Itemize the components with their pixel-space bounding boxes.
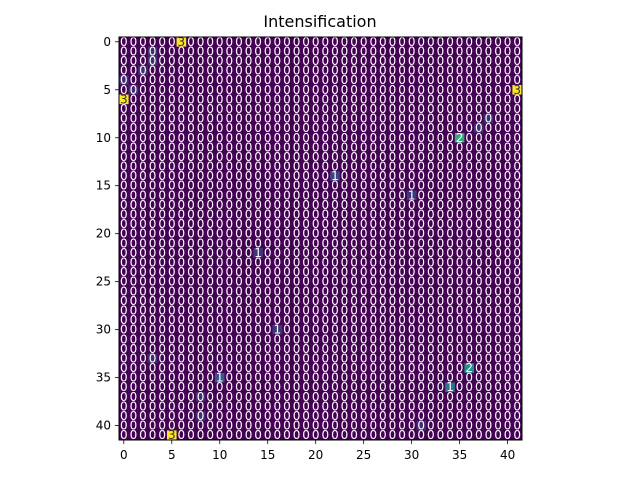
x-tick-label: 30 (404, 448, 419, 462)
x-tick-label: 35 (452, 448, 467, 462)
y-tick-label: 20 (96, 227, 111, 241)
x-tick-label: 25 (356, 448, 371, 462)
x-tick-label: 5 (168, 448, 176, 462)
y-tick-label: 25 (96, 275, 111, 289)
cell-value-labels: 0000003000000000000000000000000000000000… (120, 35, 521, 442)
x-tick-label: 15 (260, 448, 275, 462)
y-tick-label: 30 (96, 323, 111, 337)
x-tick-label: 10 (212, 448, 227, 462)
y-axis: 0 5 10 15 20 25 30 35 40 (96, 35, 119, 433)
y-tick-label: 35 (96, 371, 111, 385)
y-tick-label: 15 (96, 179, 111, 193)
y-tick-label: 40 (96, 419, 111, 433)
x-tick-label: 40 (500, 448, 515, 462)
x-tick-label: 0 (120, 448, 128, 462)
y-tick-label: 5 (103, 83, 111, 97)
y-tick-label: 10 (96, 131, 111, 145)
x-tick-label: 20 (308, 448, 323, 462)
x-axis: 0 5 10 15 20 25 30 35 40 (120, 440, 515, 462)
y-tick-label: 0 (103, 35, 111, 49)
